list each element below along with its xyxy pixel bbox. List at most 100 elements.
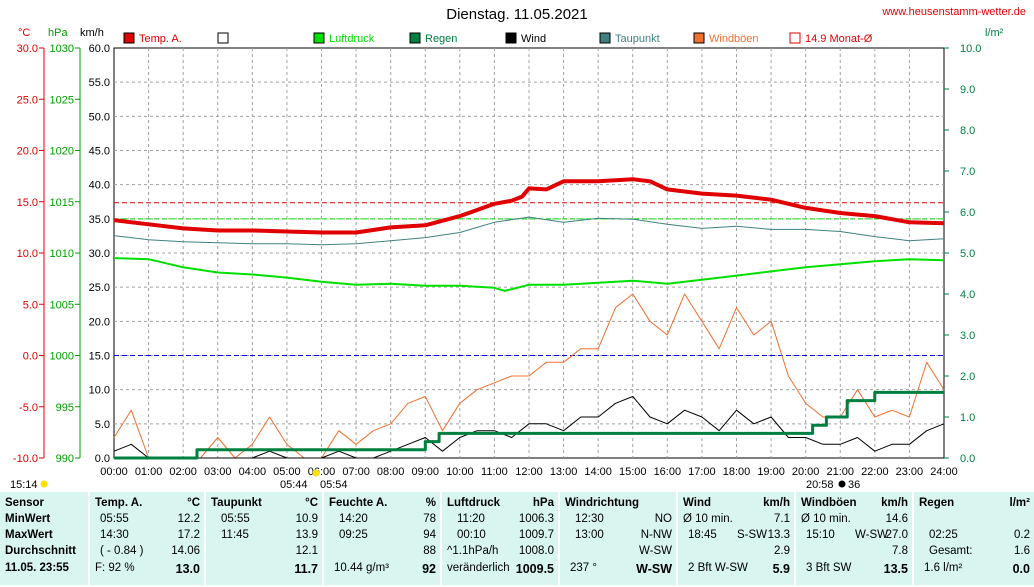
stats-value: 0.2 (1014, 529, 1030, 541)
series-line (113, 293, 945, 459)
stats-value: 10.9 (295, 513, 318, 525)
stats-note: Ø 10 min. (801, 513, 851, 525)
stats-unit: l/m² (1009, 497, 1030, 509)
y-tick-label-rain: 7.0 (960, 166, 975, 178)
y-tick-label-wind: 30.0 (89, 248, 110, 260)
y-tick-label-temp: -5.0 (19, 402, 38, 414)
stats-value: W-SW (638, 545, 672, 557)
y-tick-label-rain: 8.0 (960, 125, 975, 137)
y-tick-label-rain: 10.0 (960, 43, 981, 55)
stats-value: 13.9 (295, 529, 318, 541)
stats-current: 11.7 (294, 562, 318, 576)
x-tick-label: 04:00 (239, 466, 267, 478)
stats-foot-label: 10.44 g/m³ (334, 562, 389, 574)
stats-value: 1008.0 (518, 545, 554, 557)
stats-current: 13.0 (175, 562, 200, 576)
legend-label: Windböen (709, 33, 759, 45)
stats-value: 2.9 (774, 545, 790, 557)
y-tick-label-rain: 2.0 (960, 371, 975, 383)
stats-date: 11.05. 23:55 (5, 562, 69, 574)
stats-col-pressure: Luftdruck hPa 11:20 1006.3 00:10 1009.7 ^1.… (442, 492, 558, 585)
stats-current: 92 (422, 562, 436, 576)
y-tick-label-rain: 6.0 (960, 207, 975, 219)
y-tick-label-pressure: 1005 (50, 299, 74, 311)
legend-label: Taupunkt (615, 33, 660, 45)
stats-current: 1009.5 (515, 562, 554, 576)
stats-value: NO (654, 513, 672, 525)
series-line (113, 177, 945, 235)
y-tick-label-pressure: 990 (56, 453, 74, 465)
stats-col-gusts: Windböen km/h Ø 10 min. 14.6 15:10 W-SW 27.0… (796, 492, 912, 585)
legend-swatch (789, 32, 801, 44)
stats-value: 1009.7 (518, 529, 554, 541)
stats-value: 12.2 (177, 513, 200, 525)
stats-col-wind: Wind km/h Ø 10 min. 7.1 18:45 S-SW 13.3 2.9 … (678, 492, 794, 585)
x-tick-label: 15:00 (619, 466, 647, 478)
stats-value: 1.6 (1014, 545, 1030, 557)
stats-value: 13.3 (767, 529, 790, 541)
sunset-label-2: 36 (848, 479, 860, 491)
legend-label: Temp. A. (139, 33, 182, 45)
stats-time: 05:55 (100, 513, 129, 525)
x-tick-label: 06:00 (308, 466, 336, 478)
stats-label-max: MaxWert (5, 529, 53, 541)
stats-foot-label: 237 ° (570, 562, 597, 574)
legend-label: Wind (521, 33, 546, 45)
y-tick-label-wind: 10.0 (89, 385, 110, 397)
stats-value: 27.0 (885, 529, 908, 541)
y-tick-label-pressure: 1015 (50, 197, 74, 209)
y-tick-label-wind: 20.0 (89, 316, 110, 328)
x-tick-label: 02:00 (169, 466, 197, 478)
stats-time: 18:45 (688, 529, 717, 541)
x-tick-label: 22:00 (861, 466, 889, 478)
stats-col-temp: Temp. A. °C 05:55 12.2 14:30 17.2 ( - 0.84 … (90, 492, 204, 585)
stats-time: 15:10 (806, 529, 835, 541)
sunrise-icon (312, 469, 320, 477)
stats-label-min: MinWert (5, 513, 51, 525)
stats-unit: hPa (532, 497, 554, 509)
x-tick-label: 08:00 (377, 466, 405, 478)
legend-swatch (217, 32, 229, 44)
website-link[interactable]: www.heusenstamm-wetter.de (882, 6, 1026, 18)
stats-time: 14:30 (100, 529, 129, 541)
stats-note: Gesamt: (929, 545, 973, 557)
stats-foot-label: veränderlich (447, 562, 510, 574)
stats-time: 12:30 (575, 513, 604, 525)
x-tick-label: 24:00 (930, 466, 958, 478)
stats-col-humidity: Feuchte A.% 14:20 78 09:25 94 88 10.44 g/m… (324, 492, 440, 585)
stats-head: Windrichtung (565, 497, 639, 509)
y-tick-label-temp: 5.0 (23, 299, 38, 311)
stats-foot-label: 3 Bft SW (806, 562, 852, 574)
legend-label: 14.9 Monat-Ø (805, 33, 873, 45)
y-tick-label-wind: 0.0 (95, 453, 110, 465)
y-tick-label-pressure: 1000 (50, 351, 74, 363)
x-tick-label: 01:00 (135, 466, 163, 478)
stats-head: Sensor (5, 497, 44, 509)
x-tick-label: 13:00 (550, 466, 578, 478)
stats-head: Windböen (801, 497, 857, 509)
stats-unit: % (425, 497, 436, 509)
stats-table: Sensor MinWert MaxWert Durchschnitt 11.0… (0, 492, 1034, 587)
y-tick-label-temp: -10.0 (13, 453, 38, 465)
y-tick-label-wind: 35.0 (89, 214, 110, 226)
x-tick-label: 10:00 (446, 466, 474, 478)
stats-unit: km/h (881, 497, 908, 509)
y-tick-label-rain: 1.0 (960, 412, 975, 424)
x-tick-label: 03:00 (204, 466, 232, 478)
stats-head: Regen (919, 497, 955, 509)
stats-note: Ø 10 min. (683, 513, 733, 525)
series-line (114, 390, 944, 460)
legend-label: Luftdruck (329, 33, 375, 45)
time-now-label: 15:14 (10, 479, 38, 491)
stats-value: 14.6 (885, 513, 908, 525)
stats-foot-label: 1.6 l/m² (924, 562, 963, 574)
legend-swatch (599, 32, 611, 44)
x-tick-label: 11:00 (481, 466, 508, 478)
y-tick-label-temp: 30.0 (17, 43, 38, 55)
stats-foot-label: F: 92 % (95, 562, 135, 574)
x-tick-label: 21:00 (826, 466, 854, 478)
weather-chart: 00:00 01:00 02:00 03:00 04:00 05:00 06:00 07:00… (10, 27, 1004, 491)
stats-time: 13:00 (575, 529, 604, 541)
x-tick-label: 20:00 (792, 466, 820, 478)
x-tick-label: 17:00 (688, 466, 716, 478)
